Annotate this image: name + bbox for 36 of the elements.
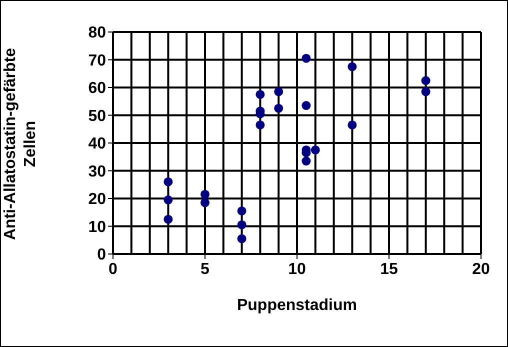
y-tick-label: 0 [97, 246, 106, 264]
y-tick-label: 80 [88, 24, 106, 42]
y-tick-label: 30 [88, 163, 106, 180]
point [274, 87, 284, 96]
x-tick-label: 10 [288, 261, 306, 278]
y-tick-label: 60 [88, 80, 106, 98]
point [310, 145, 320, 154]
point [237, 206, 246, 216]
y-axis-title: Anti-Allatostatin-gefärbte Zellen [1, 48, 40, 240]
y-tick-label: 20 [88, 191, 106, 208]
point [348, 120, 357, 130]
point [421, 87, 430, 96]
point [421, 76, 430, 86]
x-tick-label: 20 [472, 261, 490, 278]
x-axis-title: Puppenstadium [236, 297, 358, 314]
point [200, 190, 210, 199]
point [200, 198, 210, 208]
point [237, 220, 246, 230]
point [302, 101, 311, 110]
point [164, 195, 173, 204]
x-tick-label: 0 [108, 261, 118, 278]
y-tick-label: 70 [88, 52, 106, 70]
point [302, 54, 311, 63]
point [237, 234, 246, 244]
x-tick-label: 15 [380, 261, 398, 278]
x-tick-label: 5 [200, 261, 210, 278]
y-tick-label: 40 [88, 136, 106, 153]
point [256, 120, 265, 130]
point [302, 156, 311, 166]
y-tick-label: 50 [88, 108, 106, 125]
point [256, 90, 265, 99]
point [164, 177, 173, 186]
point [348, 62, 357, 72]
y-tick-label: 10 [88, 218, 106, 236]
point [164, 214, 173, 224]
point [274, 104, 284, 113]
